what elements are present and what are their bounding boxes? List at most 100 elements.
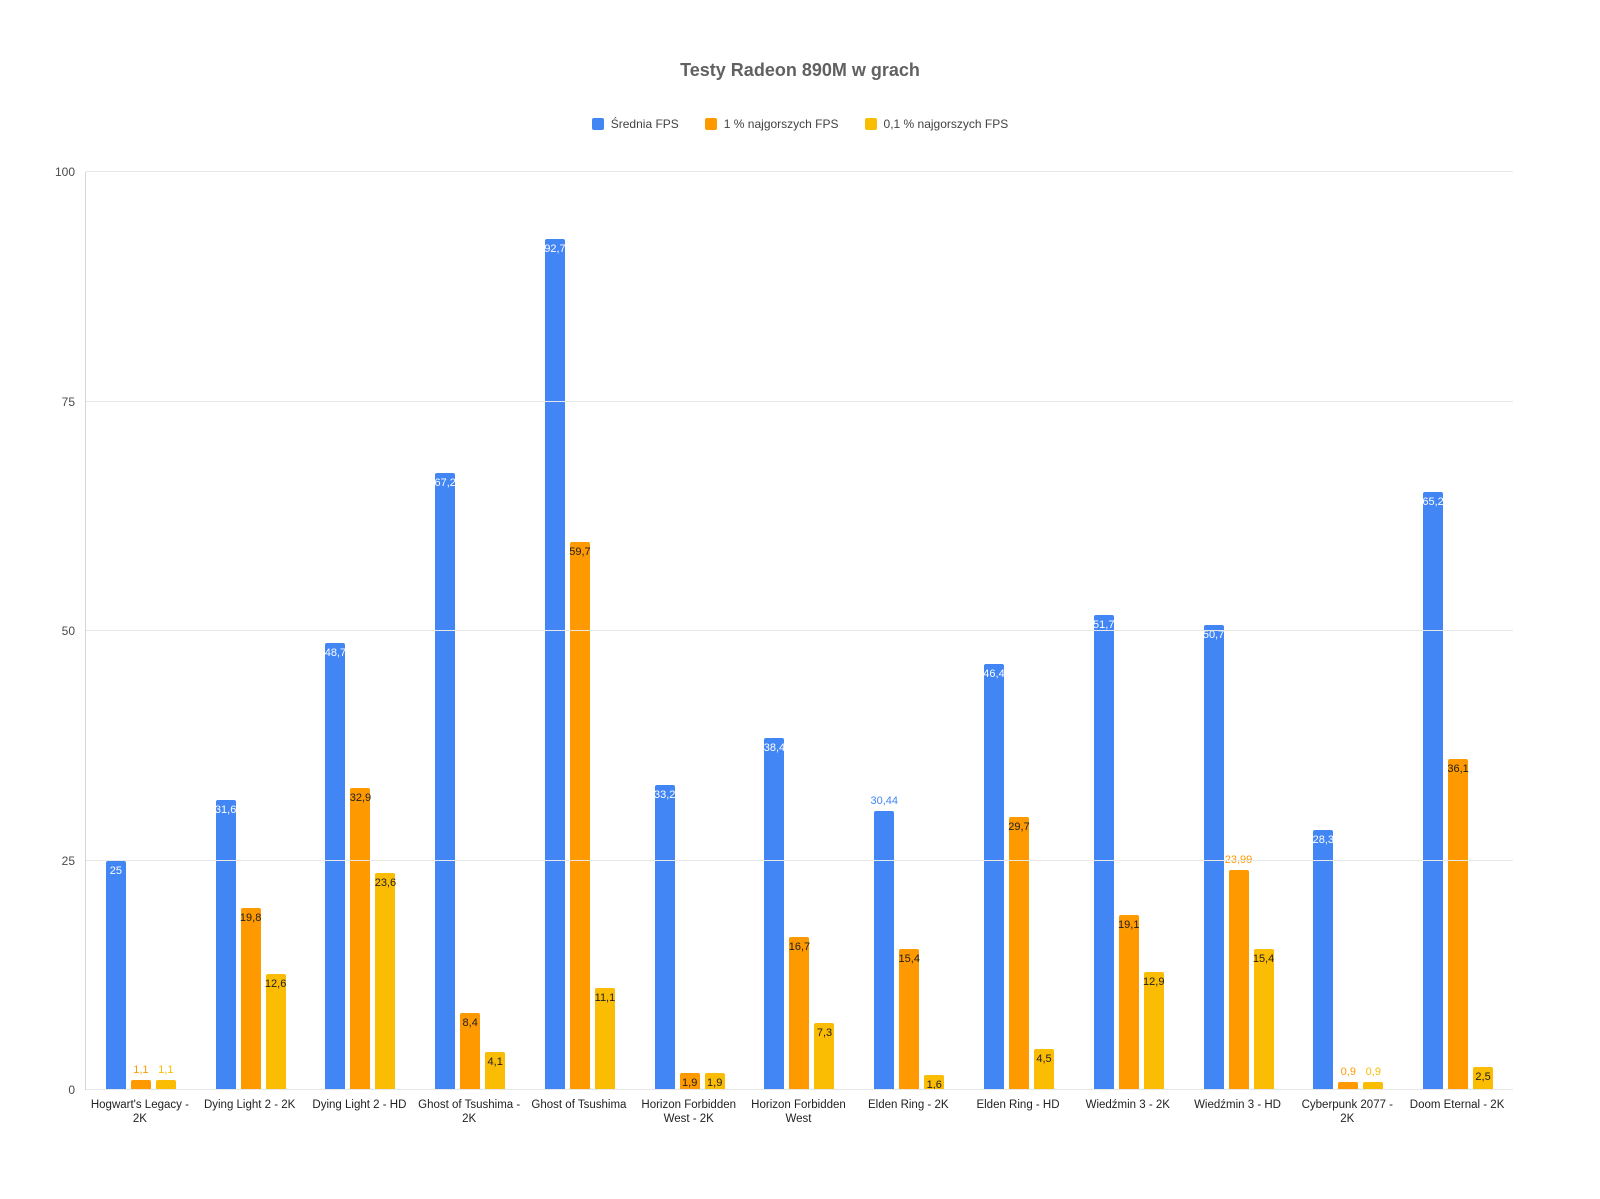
bar-value-label: 7,3	[816, 1027, 833, 1039]
bar-value-label: 1,1	[133, 1063, 149, 1076]
bar-p01-fps[interactable]: 4,5	[1034, 1048, 1054, 1090]
y-axis-tick-label: 100	[54, 165, 75, 179]
bar-value-label: 31,6	[214, 803, 237, 816]
gridline	[86, 400, 1513, 402]
legend-swatch-icon	[704, 118, 717, 130]
legend-item[interactable]: 1 % najgorszych FPS	[704, 117, 839, 131]
bar-p1-fps[interactable]: 1,1	[130, 1064, 151, 1090]
bar-value-label: 23,6	[374, 877, 397, 890]
bar-value-label: 25	[109, 864, 122, 877]
plot-area: 25 1,1 1,1 31,6 19,8 12,6 48,7 32,9 23,6 67,2 8,4 4…	[85, 171, 1513, 1091]
gridline	[86, 1089, 1513, 1090]
bar-value-label: 28,3	[1312, 834, 1335, 847]
bar-avg-fps[interactable]: 65,2	[1422, 491, 1444, 1090]
bar-avg-fps[interactable]: 92,7	[544, 239, 566, 1090]
bar-avg-fps[interactable]: 33,2	[654, 785, 675, 1090]
chart-title: Testy Radeon 890M w grach	[680, 60, 920, 80]
bar-value-label: 92,7	[544, 243, 566, 255]
bar-value-label: 46,4	[983, 668, 1005, 680]
x-axis-label: Ghost of Tsushima	[531, 1099, 627, 1111]
bar-p01-fps[interactable]: 0,9	[1363, 1066, 1384, 1090]
bar-value-label: 65,2	[1422, 495, 1444, 508]
bar-p01-fps[interactable]: 2,5	[1473, 1067, 1494, 1090]
bar-avg-fps[interactable]: 25	[105, 860, 126, 1090]
bar-p01-fps[interactable]: 1,1	[155, 1064, 176, 1090]
bar-p01-fps[interactable]: 23,6	[374, 873, 397, 1090]
x-axis-label: Horizon Forbidden West	[751, 1099, 846, 1125]
bar-value-label: 2,5	[1475, 1071, 1491, 1083]
bar-p01-fps[interactable]: 4,1	[485, 1052, 506, 1090]
bar-group: 67,2 8,4 4,1	[415, 172, 525, 1090]
bar-p01-fps[interactable]: 12,6	[265, 974, 286, 1090]
bar-group: 65,2 36,1 2,5	[1403, 172, 1513, 1090]
bar-group: 33,2 1,9 1,9	[635, 172, 745, 1090]
bar-value-label: 16,7	[788, 940, 811, 953]
bar-p01-fps[interactable]: 1,6	[924, 1075, 945, 1091]
bar-avg-fps[interactable]: 28,3	[1312, 830, 1335, 1090]
bar-p1-fps[interactable]: 59,7	[569, 542, 591, 1090]
x-axis-label: Dying Light 2 - 2K	[203, 1099, 296, 1111]
bar-value-label: 19,1	[1118, 918, 1140, 931]
legend-swatch-icon	[864, 118, 877, 130]
x-axis-label: Cyberpunk 2077 - 2K	[1301, 1099, 1394, 1125]
bar-group: 25 1,1 1,1	[86, 172, 196, 1090]
x-axis-label: Ghost of Tsushima - 2K	[418, 1099, 521, 1125]
bar-p1-fps[interactable]: 0,9	[1338, 1066, 1359, 1090]
bar-p1-fps[interactable]: 8,4	[460, 1012, 481, 1090]
bar-group: 48,7 32,9 23,6	[306, 172, 416, 1090]
bar-p01-fps[interactable]: 1,9	[704, 1072, 725, 1090]
bar-p1-fps[interactable]: 23,99	[1225, 854, 1252, 1090]
bar-avg-fps[interactable]: 30,44	[870, 795, 898, 1090]
bar-avg-fps[interactable]: 51,7	[1093, 615, 1114, 1090]
bar-p01-fps[interactable]: 15,4	[1253, 948, 1274, 1090]
x-axis-label: Elden Ring - 2K	[867, 1099, 949, 1111]
bar-avg-fps[interactable]: 31,6	[214, 799, 237, 1090]
bar-value-label: 29,7	[1008, 821, 1030, 834]
y-axis: 0 25 50 75 100	[0, 166, 75, 1096]
bar-group: 31,6 19,8 12,6	[196, 172, 306, 1090]
bar-avg-fps[interactable]: 38,4	[764, 737, 785, 1090]
bar-avg-fps[interactable]: 50,7	[1203, 624, 1224, 1090]
bar-p01-fps[interactable]: 7,3	[814, 1023, 835, 1090]
bar-avg-fps[interactable]: 48,7	[325, 642, 346, 1090]
legend: Średnia FPS 1 % najgorszych FPS 0,1 % najg…	[0, 117, 1600, 131]
bar-avg-fps[interactable]: 46,4	[983, 664, 1005, 1090]
x-axis-labels: Hogwart's Legacy - 2K Dying Light 2 - 2K D…	[85, 1098, 1512, 1126]
bar-value-label: 59,7	[569, 546, 591, 558]
x-axis-label: Doom Eternal - 2K	[1409, 1099, 1505, 1111]
legend-label: 1 % najgorszych FPS	[723, 117, 839, 131]
legend-label: Średnia FPS	[610, 117, 679, 131]
x-axis-label: Elden Ring - HD	[976, 1099, 1060, 1111]
bar-p01-fps[interactable]: 11,1	[595, 988, 615, 1090]
legend-item[interactable]: Średnia FPS	[591, 117, 679, 131]
legend-swatch-icon	[591, 118, 604, 130]
bar-value-label: 0,9	[1365, 1065, 1381, 1078]
x-axis-label: Dying Light 2 - HD	[312, 1099, 407, 1111]
bar-p1-fps[interactable]: 19,8	[239, 908, 262, 1090]
bar-value-label: 12,9	[1143, 975, 1165, 988]
bar-group: 38,4 16,7 7,3	[745, 172, 855, 1090]
bar-group: 50,7 23,99 15,4	[1184, 172, 1294, 1090]
bar-p1-fps[interactable]: 32,9	[350, 788, 371, 1090]
bar-p1-fps[interactable]: 36,1	[1447, 758, 1469, 1090]
bar-value-label: 11,1	[594, 992, 616, 1005]
bar-p1-fps[interactable]: 15,4	[899, 948, 920, 1090]
x-axis-label: Horizon Forbidden West - 2K	[641, 1099, 737, 1125]
bar-group: 92,7 59,7 11,1	[525, 172, 635, 1090]
bar-group: 30,44 15,4 1,6	[854, 172, 964, 1091]
bar-value-label: 19,8	[239, 912, 262, 925]
bar-p01-fps[interactable]: 12,9	[1143, 971, 1165, 1090]
bar-value-label: 36,1	[1447, 762, 1469, 775]
x-axis-label: Hogwart's Legacy - 2K	[90, 1099, 189, 1125]
legend-item[interactable]: 0,1 % najgorszych FPS	[864, 117, 1009, 131]
y-axis-tick-label: 25	[61, 853, 75, 868]
x-axis-label: Wiedźmin 3 - HD	[1194, 1099, 1281, 1111]
bar-p1-fps[interactable]: 1,9	[679, 1072, 700, 1090]
bar-p1-fps[interactable]: 29,7	[1008, 817, 1030, 1090]
bar-groups: 25 1,1 1,1 31,6 19,8 12,6 48,7 32,9 23,6 67,2 8,4 4…	[86, 172, 1513, 1091]
bar-p1-fps[interactable]: 16,7	[788, 936, 811, 1090]
legend-label: 0,1 % najgorszych FPS	[883, 117, 1009, 131]
bar-group: 28,3 0,9 0,9	[1293, 172, 1403, 1090]
bar-avg-fps[interactable]: 67,2	[434, 473, 456, 1090]
bar-p1-fps[interactable]: 19,1	[1118, 914, 1140, 1090]
